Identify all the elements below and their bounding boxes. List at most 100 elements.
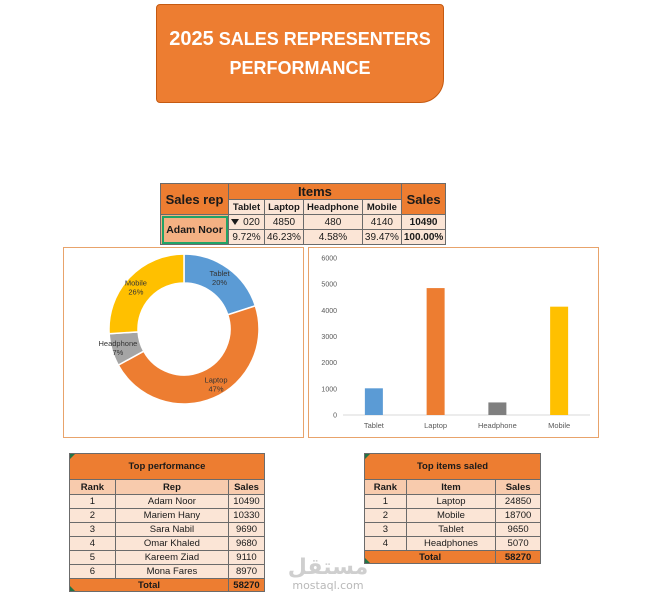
tablet-value-cell[interactable]: 020 — [228, 214, 265, 230]
perf-cell-name: Adam Noor — [114, 494, 230, 509]
donut-label-tablet: Tablet — [210, 269, 231, 278]
perf-cell-rank: 1 — [69, 494, 116, 509]
y-tick-label: 1000 — [321, 386, 337, 393]
perf-cell-sales: 10330 — [228, 508, 265, 523]
y-tick-label: 3000 — [321, 334, 337, 341]
items-header-sales: Sales — [495, 479, 541, 495]
donut-percent-headphone: 7% — [112, 348, 123, 357]
items-cell-name: Laptop — [405, 494, 497, 509]
x-tick-label-tablet: Tablet — [364, 421, 385, 430]
perf-cell-name: Kareem Ziad — [114, 550, 230, 565]
mobile-value: 4140 — [361, 214, 402, 230]
donut-percent-mobile: 26% — [128, 288, 143, 297]
top-items-title: Top items saled — [416, 461, 489, 472]
bar-mobile — [550, 306, 569, 415]
title-line-1: 2025 SALES REPRESENTERS — [169, 25, 431, 54]
x-tick-label-laptop: Laptop — [424, 421, 447, 430]
donut-chart-frame: Tablet 20% Laptop 47% Headphone 7% Mobile 26% — [63, 247, 304, 438]
items-total-label: Total — [419, 551, 442, 563]
sales-rep-select[interactable]: Adam Noor — [160, 214, 229, 245]
y-tick-label: 2000 — [321, 360, 337, 367]
donut-label-laptop: Laptop — [205, 376, 228, 385]
total-percent: 100.00% — [400, 229, 447, 245]
table-row: 4 Headphones 5070 — [364, 536, 541, 551]
cell-marker-icon — [70, 586, 75, 591]
items-header-rank: Rank — [364, 479, 407, 495]
perf-cell-rank: 5 — [69, 550, 116, 565]
cell-marker-icon — [365, 454, 370, 459]
items-cell-sales: 18700 — [495, 508, 541, 523]
laptop-value: 4850 — [264, 214, 304, 230]
total-sales-value: 10490 — [400, 214, 447, 230]
table-row: 3 Tablet 9650 — [364, 522, 541, 537]
perf-cell-sales: 9690 — [228, 522, 265, 537]
perf-cell-name: Sara Nabil — [114, 522, 230, 537]
watermark-latin: mostaql.com — [292, 579, 364, 592]
perf-cell-rank: 4 — [69, 536, 116, 551]
items-cell-name: Mobile — [405, 508, 497, 523]
top-items-rows: 1 Laptop 24850 2 Mobile 18700 3 Tablet 9650 4 Head… — [364, 494, 541, 551]
items-cell-rank: 3 — [364, 522, 407, 537]
y-tick-label: 0 — [333, 413, 337, 420]
dropdown-arrow-icon[interactable] — [231, 219, 239, 225]
mobile-percent: 39.47% — [361, 229, 402, 245]
perf-total-label-cell: Total — [68, 578, 230, 592]
perf-cell-name: Omar Khaled — [114, 536, 230, 551]
cell-marker-icon — [365, 558, 370, 563]
rep-header: Sales rep — [160, 183, 229, 215]
x-tick-label-mobile: Mobile — [548, 421, 570, 430]
items-cell-sales: 9650 — [495, 522, 541, 537]
laptop-percent: 46.23% — [264, 229, 304, 245]
items-cell-sales: 5070 — [495, 536, 541, 551]
tablet-percent: 9.72% — [228, 229, 265, 245]
col-header-mobile: Mobile — [361, 199, 402, 215]
perf-cell-sales: 8970 — [228, 564, 265, 579]
donut-percent-tablet: 20% — [212, 278, 227, 287]
perf-total-value: 58270 — [228, 578, 265, 592]
title-text-1: SALES REPRESENTERS — [218, 28, 431, 49]
table-row: 2 Mobile 18700 — [364, 508, 541, 523]
y-tick-label: 6000 — [321, 256, 337, 263]
items-total-label-cell: Total — [363, 550, 497, 564]
bar-headphone — [488, 402, 507, 415]
headphone-percent: 4.58% — [302, 229, 363, 245]
table-row: 6 Mona Fares 8970 — [69, 564, 265, 579]
bar-laptop — [426, 288, 445, 415]
items-cell-sales: 24850 — [495, 494, 541, 509]
cell-marker-icon — [70, 454, 75, 459]
table-row: 4 Omar Khaled 9680 — [69, 536, 265, 551]
title-line-2: PERFORMANCE — [229, 57, 371, 78]
table-row: 2 Mariem Hany 10330 — [69, 508, 265, 523]
items-cell-name: Headphones — [405, 536, 497, 551]
y-tick-label: 5000 — [321, 282, 337, 289]
table-row: 1 Adam Noor 10490 — [69, 494, 265, 509]
items-cell-rank: 4 — [364, 536, 407, 551]
watermark-logo: مستقل mostaql.com — [283, 556, 373, 592]
title-banner: 2025 SALES REPRESENTERS PERFORMANCE — [156, 4, 444, 103]
items-cell-rank: 1 — [364, 494, 407, 509]
perf-header-rank: Rank — [69, 479, 116, 495]
perf-cell-sales: 9680 — [228, 536, 265, 551]
sales-header: Sales — [400, 183, 447, 215]
perf-cell-sales: 10490 — [228, 494, 265, 509]
items-cell-name: Tablet — [405, 522, 497, 537]
perf-total-label: Total — [138, 579, 160, 591]
items-header: Items — [228, 183, 402, 200]
tablet-value: 020 — [243, 216, 260, 228]
perf-cell-sales: 9110 — [228, 550, 265, 565]
x-tick-label-headphone: Headphone — [478, 421, 517, 430]
top-items-title-cell: Top items saled — [364, 453, 541, 480]
y-tick-label: 4000 — [321, 308, 337, 315]
bar-chart-frame: 0 1000 2000 3000 4000 5000 6000 Tablet Laptop Hea… — [308, 247, 599, 438]
perf-cell-rank: 2 — [69, 508, 116, 523]
table-row: 3 Sara Nabil 9690 — [69, 522, 265, 537]
col-header-tablet: Tablet — [228, 199, 265, 215]
donut-label-headphone: Headphone — [99, 339, 138, 348]
donut-label-mobile: Mobile — [125, 279, 147, 288]
watermark-arabic: مستقل — [287, 555, 369, 580]
bar-tablet — [364, 388, 383, 415]
items-total-value: 58270 — [495, 550, 541, 564]
perf-header-sales: Sales — [228, 479, 265, 495]
top-items-table: Top items saled Rank Item Sales 1 Laptop 2… — [363, 453, 541, 564]
